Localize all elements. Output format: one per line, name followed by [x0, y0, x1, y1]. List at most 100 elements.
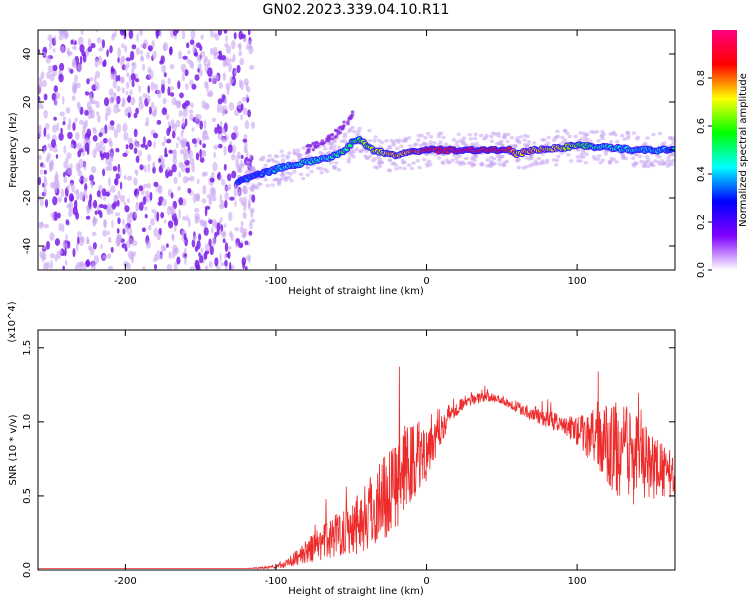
noise-blob: [182, 68, 185, 74]
spectrogram-y-axis-label: Frequency (Hz): [8, 112, 19, 188]
noise-blob: [173, 261, 178, 270]
ridge-halo-blob: [441, 161, 446, 166]
noise-blob: [228, 211, 233, 222]
noise-blob: [199, 148, 203, 158]
ridge-halo-blob: [394, 167, 399, 171]
noise-blob: [71, 60, 77, 69]
noise-blob: [122, 123, 128, 133]
noise-blob: [38, 130, 42, 138]
noise-blob: [54, 254, 58, 262]
noise-blob: [101, 39, 105, 49]
noise-blob: [67, 131, 73, 140]
x-tick-label: 100: [568, 276, 587, 287]
noise-blob: [102, 204, 108, 210]
noise-blob: [142, 136, 146, 146]
noise-blob: [243, 145, 247, 154]
noise-blob: [110, 185, 116, 193]
noise-blob: [98, 132, 103, 138]
noise-blob: [66, 203, 72, 209]
noise-blob: [72, 248, 76, 258]
noise-blob: [63, 176, 68, 184]
noise-blob: [212, 161, 218, 172]
noise-blob: [43, 169, 47, 175]
noise-blob: [121, 43, 125, 49]
noise-blob: [127, 95, 132, 103]
ridge-halo-blob: [258, 157, 264, 161]
noise-blob: [58, 222, 62, 232]
noise-blob: [65, 107, 71, 114]
y-tick-label: 20: [22, 96, 33, 109]
ridge-halo-blob: [248, 186, 253, 190]
noise-blob: [241, 257, 247, 266]
ridge-halo-blob: [600, 129, 605, 134]
ridge-halo-blob: [352, 149, 357, 154]
noise-blob: [84, 91, 90, 96]
noise-blob: [62, 121, 66, 126]
ridge-core-mark: [672, 147, 675, 150]
ridge-halo-blob: [367, 128, 372, 133]
noise-blob: [38, 77, 43, 82]
branch-blob: [337, 126, 341, 130]
noise-blob: [239, 57, 245, 66]
noise-blob: [209, 245, 214, 256]
noise-blob: [168, 149, 173, 154]
noise-blob: [38, 86, 42, 96]
noise-blob: [53, 148, 58, 153]
noise-blob: [202, 133, 205, 142]
ridge-halo-blob: [402, 166, 407, 171]
ridge-halo-blob: [266, 158, 271, 163]
ridge-halo-blob: [301, 146, 306, 150]
ridge-halo-blob: [615, 139, 620, 144]
ridge-halo-blob: [354, 147, 359, 151]
noise-blob: [144, 122, 148, 127]
ridge-halo-blob: [518, 135, 524, 139]
noise-blob: [58, 73, 64, 83]
noise-blob: [160, 55, 165, 64]
ridge-halo-blob: [497, 162, 503, 167]
noise-blob: [107, 208, 112, 214]
noise-blob: [224, 259, 228, 267]
spectrogram-x-ticks: -200 -100 0 100: [114, 30, 587, 287]
ridge-halo-blob: [613, 132, 618, 137]
noise-blob: [211, 187, 217, 198]
ridge-halo-blob: [422, 157, 427, 162]
ridge-halo-blob: [368, 154, 373, 159]
ridge-halo-blob: [424, 162, 430, 166]
noise-blob: [200, 34, 204, 40]
ridge-halo-blob: [667, 153, 672, 157]
noise-blob: [167, 120, 171, 127]
ridge-halo-blob: [513, 144, 518, 148]
colorbar-tick-label: 0.8: [696, 70, 707, 86]
ridge-halo-blob: [295, 148, 301, 153]
noise-blob: [103, 196, 107, 201]
noise-blob: [142, 196, 147, 205]
ridge-halo-blob: [620, 133, 625, 138]
noise-blob: [228, 102, 235, 111]
ridge-halo-blob: [272, 159, 277, 164]
noise-blob: [106, 253, 112, 259]
ridge-halo-blob: [329, 145, 334, 149]
snr-y-ticks: 0.0 0.5 1.0 1.5: [22, 340, 675, 578]
noise-blob: [206, 193, 212, 199]
noise-blob: [250, 207, 255, 213]
noise-blob: [171, 97, 177, 106]
noise-blob: [117, 234, 122, 242]
snr-x-ticks: -200 -100 0 100: [114, 330, 587, 587]
noise-blob: [58, 33, 64, 41]
noise-blob: [234, 227, 239, 232]
noise-blob: [211, 195, 217, 202]
noise-blob: [230, 264, 235, 270]
ridge-halo-blob: [464, 156, 469, 161]
noise-blob: [43, 186, 47, 197]
noise-blob: [146, 51, 150, 60]
noise-blob: [38, 176, 42, 186]
ridge-halo-blob: [372, 139, 377, 143]
noise-blob: [189, 175, 195, 182]
ridge-halo-blob: [633, 161, 638, 165]
noise-blob: [83, 161, 87, 171]
noise-blob: [125, 144, 129, 150]
ridge-halo-blob: [291, 159, 296, 163]
noise-blob: [194, 114, 199, 123]
noise-blob: [248, 254, 251, 264]
noise-blob: [247, 109, 252, 118]
